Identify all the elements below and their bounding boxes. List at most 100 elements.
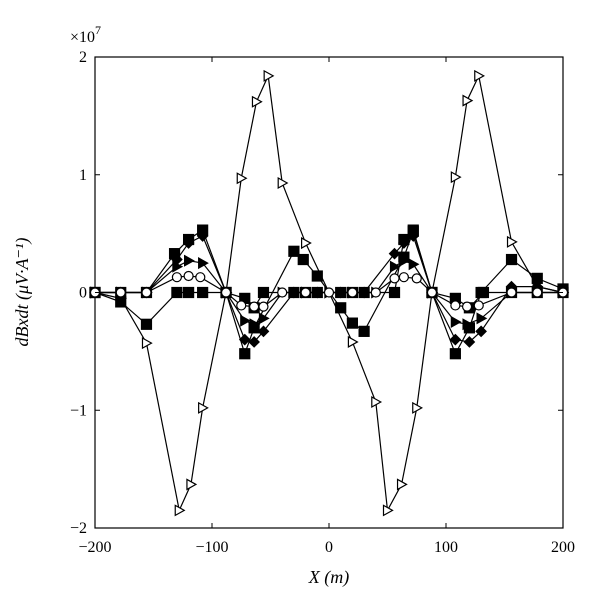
data-point: [196, 230, 209, 242]
data-point: [473, 300, 484, 311]
series-layer: [89, 69, 570, 517]
data-point: [184, 254, 195, 267]
data-point: [449, 348, 461, 360]
data-point: [389, 273, 400, 284]
y-tick-label: 1: [79, 167, 87, 184]
data-point: [198, 401, 209, 414]
data-point: [115, 296, 127, 308]
data-point: [323, 287, 335, 298]
axis-titles: X (m) dBxdt (μV·A⁻¹) ×107: [12, 23, 349, 588]
data-point: [183, 286, 195, 299]
data-point: [300, 287, 311, 298]
data-point: [251, 95, 263, 108]
y-exponent-label: ×107: [70, 23, 101, 46]
x-axis-label: X (m): [308, 567, 349, 588]
data-point: [477, 286, 490, 299]
data-point: [399, 254, 411, 267]
series-markers-2: [89, 224, 569, 314]
data-point: [408, 258, 420, 271]
data-point: [263, 69, 275, 82]
data-point: [407, 230, 420, 242]
data-point: [239, 348, 251, 360]
y-exponent-power: 7: [95, 23, 101, 37]
data-point: [505, 253, 518, 266]
data-point: [186, 478, 198, 491]
data-point: [474, 69, 485, 82]
data-point: [198, 257, 209, 270]
data-point: [277, 176, 289, 190]
data-point: [257, 325, 270, 338]
data-point: [277, 287, 288, 298]
x-tick-label: 100: [434, 539, 458, 556]
data-point: [238, 333, 251, 346]
data-point: [115, 287, 126, 298]
data-point: [450, 171, 462, 184]
data-point: [461, 301, 473, 312]
data-point: [335, 302, 347, 314]
data-point: [358, 286, 370, 299]
data-point: [450, 300, 461, 311]
data-point: [334, 286, 347, 299]
data-point: [358, 325, 370, 337]
data-point: [301, 237, 312, 250]
data-point: [388, 247, 401, 260]
data-point: [258, 312, 270, 325]
data-point: [396, 478, 408, 491]
data-point: [183, 270, 194, 282]
y-tick-label: 0: [79, 285, 87, 302]
data-point: [411, 273, 422, 284]
data-point: [398, 272, 409, 283]
data-point: [371, 395, 383, 409]
ticks-layer: −200 −100 0 100 200 −2 −1 0 1 2: [70, 49, 575, 556]
data-point: [257, 286, 270, 299]
data-point: [412, 401, 423, 414]
data-point: [248, 336, 260, 348]
data-point: [197, 286, 209, 299]
data-point: [249, 301, 260, 312]
data-point: [388, 286, 401, 299]
y-exponent-base: ×10: [70, 29, 95, 46]
data-point: [258, 301, 269, 312]
data-point: [370, 287, 381, 298]
data-point: [195, 272, 206, 283]
data-point: [462, 94, 474, 107]
x-tick-label: −200: [78, 539, 111, 556]
data-point: [476, 312, 488, 325]
y-tick-label: 2: [79, 49, 87, 66]
data-point: [382, 504, 394, 517]
data-point: [475, 325, 487, 338]
data-point: [450, 315, 462, 328]
data-point: [532, 287, 543, 298]
data-point: [240, 314, 251, 327]
data-point: [288, 245, 300, 257]
y-tick-label: −2: [70, 520, 87, 537]
data-point: [171, 272, 182, 283]
data-point: [506, 287, 517, 298]
data-point: [140, 318, 153, 330]
data-point: [174, 504, 186, 517]
y-axis-label: dBxdt (μV·A⁻¹): [12, 238, 33, 347]
data-point: [463, 336, 476, 348]
data-point: [347, 335, 359, 348]
data-point: [311, 286, 324, 299]
data-point: [288, 286, 300, 299]
data-point: [297, 253, 309, 266]
data-point: [346, 317, 358, 329]
data-point: [249, 318, 261, 331]
data-point: [311, 270, 323, 282]
x-tick-label: 200: [551, 539, 575, 556]
x-tick-label: 0: [325, 539, 333, 556]
data-point: [389, 260, 401, 273]
data-point: [398, 237, 410, 249]
data-point: [426, 287, 438, 298]
data-point: [141, 287, 152, 298]
data-point: [141, 337, 153, 350]
data-point: [220, 287, 232, 298]
data-point: [347, 287, 358, 298]
data-point: [462, 318, 474, 331]
data-point: [506, 235, 518, 248]
data-point: [182, 237, 195, 249]
data-point: [236, 300, 247, 311]
data-point: [236, 172, 248, 185]
